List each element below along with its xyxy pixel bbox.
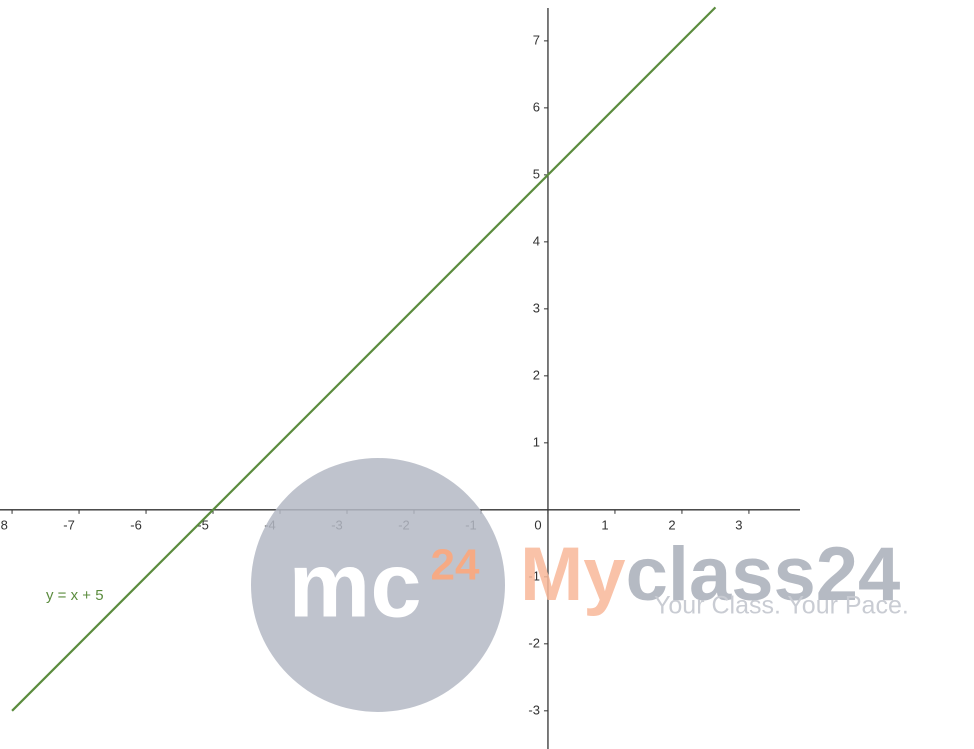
line-label: y = x + 5: [46, 587, 104, 604]
brand-part: class24: [626, 532, 901, 617]
y-tick-label: 6: [533, 99, 540, 114]
x-tick-label: -5: [197, 517, 209, 532]
watermark-logo: mc: [289, 534, 422, 636]
x-tick-label: 1: [601, 517, 608, 532]
y-tick-label: 1: [533, 434, 540, 449]
y-tick-label: -3: [528, 702, 540, 717]
x-tick-label: -8: [0, 517, 8, 532]
y-tick-label: 5: [533, 166, 540, 181]
x-tick-label: -7: [63, 517, 75, 532]
watermark: mc 24 Myclass24 Your Class. Your Pace.: [251, 458, 909, 712]
x-tick-label: -6: [130, 517, 142, 532]
brand-part: My: [520, 532, 626, 617]
y-tick-label: 2: [533, 367, 540, 382]
watermark-circle: [251, 458, 505, 712]
y-tick-label: 4: [533, 233, 540, 248]
watermark-tagline: Your Class. Your Pace.: [654, 592, 909, 620]
y-tick-label: -1: [528, 568, 540, 583]
watermark-brand: Myclass24: [520, 532, 900, 617]
line: [11, 6, 717, 712]
y-tick-label: -2: [528, 635, 540, 650]
x-tick-label: 0: [534, 517, 541, 532]
y-tick-label: 3: [533, 300, 540, 315]
watermark-logo-sup: 24: [431, 541, 480, 590]
x-tick-label: 2: [668, 517, 675, 532]
x-tick-label: 3: [735, 517, 742, 532]
y-tick-label: 7: [533, 32, 540, 47]
